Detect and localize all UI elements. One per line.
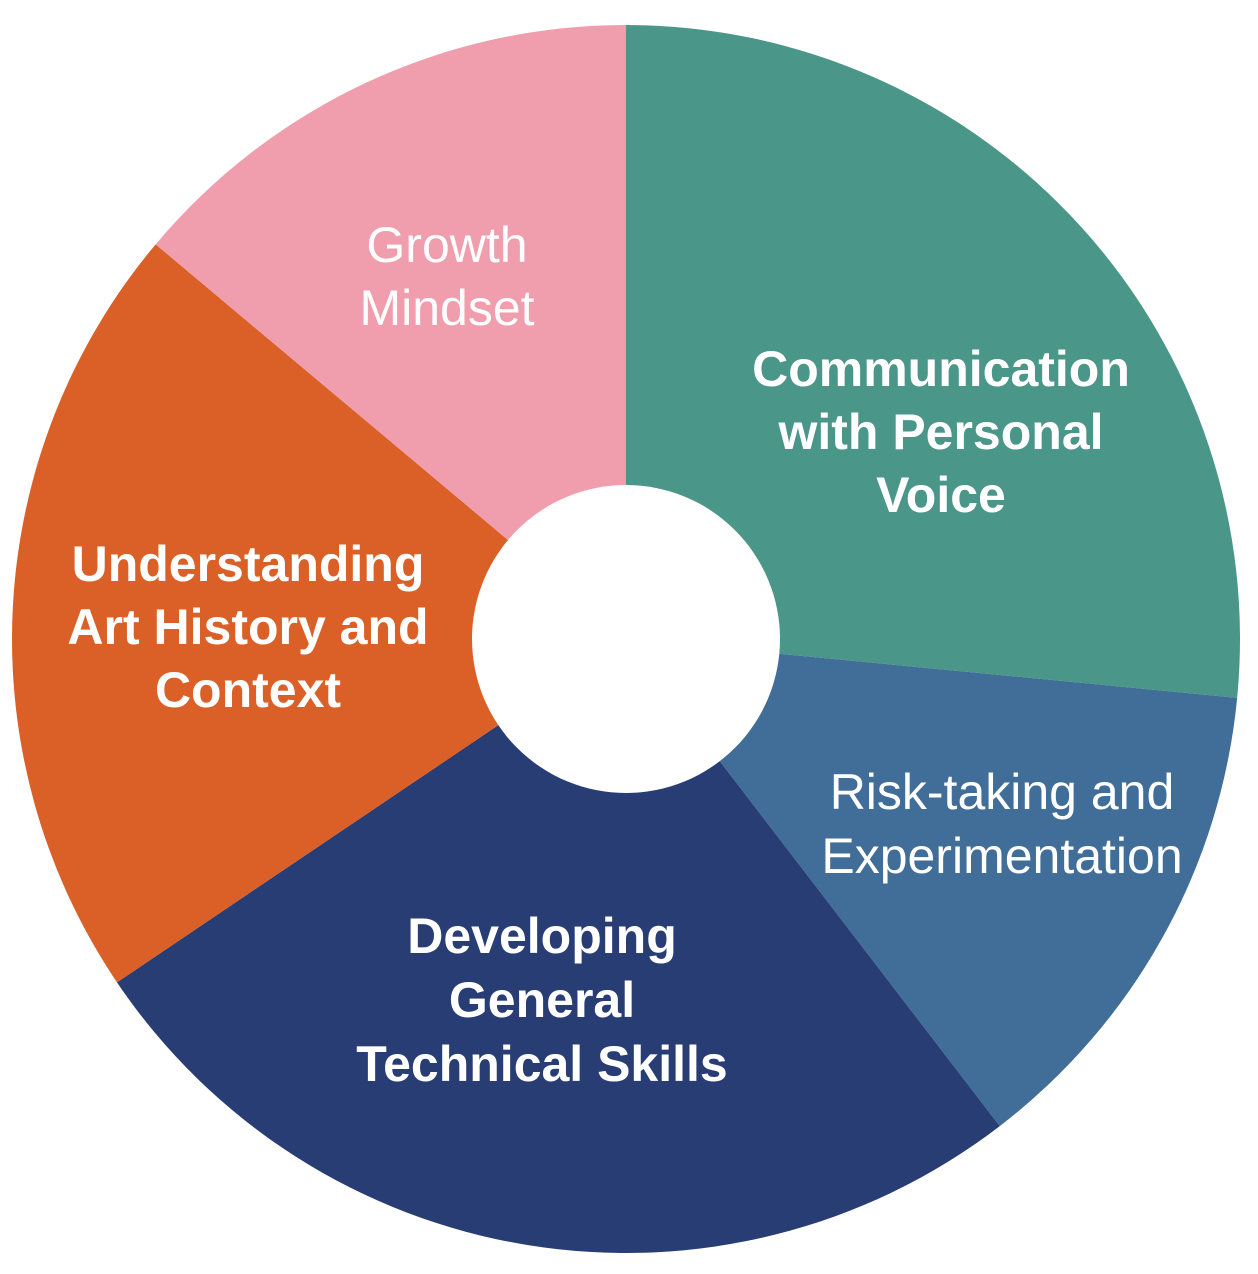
segment-label-communication: Communication with Personal Voice [752,341,1130,523]
segment-label-line: Context [155,662,341,718]
segment-label-risk: Risk-taking and Experimentation [821,764,1182,884]
segment-label-line: Growth [366,217,527,273]
segment-label-line: Voice [876,467,1006,523]
segment-label-line: Technical Skills [356,1036,727,1092]
segment-understanding [12,244,626,983]
segment-label-line: Risk-taking and [830,764,1175,820]
segment-label-line: Mindset [359,280,534,336]
segment-label-understanding: Understanding Art History and Context [67,536,428,718]
segment-label-line: Developing [407,908,676,964]
segment-risk [626,639,1238,1127]
segment-growth [155,25,626,639]
segment-label-developing: Developing General Technical Skills [356,908,727,1092]
segment-communication [626,25,1240,698]
segment-label-line: Understanding [72,536,425,592]
segment-label-line: Communication [752,341,1130,397]
segment-label-line: with Personal [777,404,1103,460]
segment-label-line: Experimentation [821,828,1182,884]
segment-developing [116,639,1000,1253]
segment-label-line: Art History and [67,599,428,655]
center-hole [472,485,780,793]
segment-label-growth: Growth Mindset [359,217,534,336]
segment-label-line: General [449,972,635,1028]
